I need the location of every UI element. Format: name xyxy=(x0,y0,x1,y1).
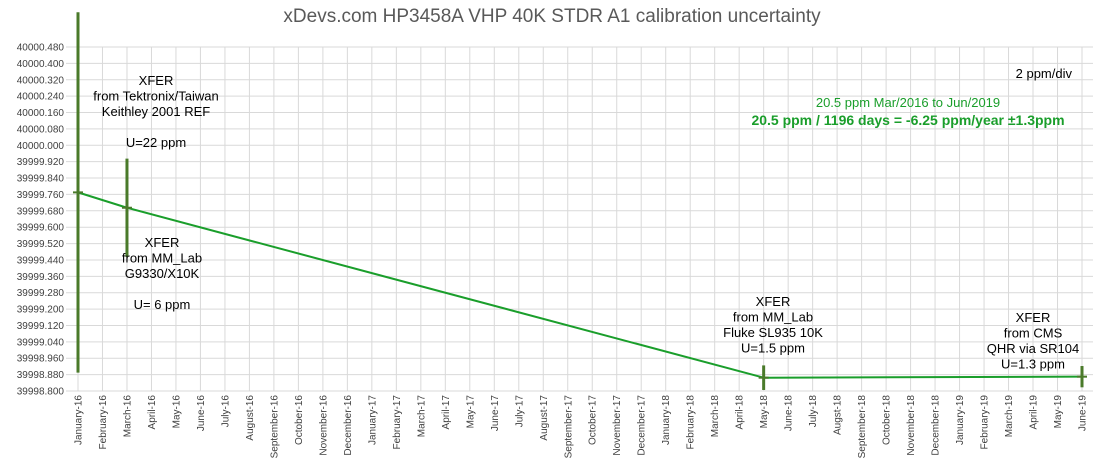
x-tick-label: July-18 xyxy=(808,395,819,428)
x-tick-label: April-19 xyxy=(1029,395,1040,430)
x-tick-label: December-16 xyxy=(343,395,354,456)
y-tick-label: 39999.920 xyxy=(17,157,65,168)
x-tick-label: January-18 xyxy=(661,395,672,445)
x-tick-label: August-16 xyxy=(245,395,256,441)
scale-label: 2 ppm/div xyxy=(1016,66,1073,81)
y-tick-label: 40000.160 xyxy=(17,108,65,119)
y-tick-label: 39998.960 xyxy=(17,354,65,365)
chart-title: xDevs.com HP3458A VHP 40K STDR A1 calibr… xyxy=(283,6,821,27)
y-tick-label: 39999.120 xyxy=(17,321,65,332)
x-tick-label: October-17 xyxy=(588,395,599,445)
x-tick-label: April-16 xyxy=(147,395,158,430)
y-tick-label: 39998.880 xyxy=(17,370,65,381)
y-tick-label: 39999.600 xyxy=(17,223,65,234)
y-tick-label: 39999.360 xyxy=(17,272,65,283)
x-tick-label: February-17 xyxy=(392,395,403,450)
y-tick-label: 39999.680 xyxy=(17,206,65,217)
x-tick-label: November-16 xyxy=(318,395,329,456)
x-tick-label: December-18 xyxy=(931,395,942,456)
x-tick-label: July-16 xyxy=(220,395,231,428)
x-tick-label: Augst-18 xyxy=(833,395,844,435)
x-tick-label: August-17 xyxy=(539,395,550,441)
x-tick-label: June-16 xyxy=(196,395,207,432)
x-tick-label: March-16 xyxy=(122,395,133,438)
x-tick-label: January-16 xyxy=(74,395,85,445)
x-tick-label: January-19 xyxy=(955,395,966,445)
y-tick-label: 39999.440 xyxy=(17,255,65,266)
x-tick-label: March-17 xyxy=(416,395,427,438)
y-tick-label: 40000.240 xyxy=(17,92,65,103)
x-tick-label: March-19 xyxy=(1004,395,1015,438)
x-tick-label: February-16 xyxy=(98,395,109,450)
x-tick-label: May-19 xyxy=(1053,395,1064,429)
y-tick-label: 40000.400 xyxy=(17,59,65,70)
x-tick-label: June-19 xyxy=(1078,395,1089,432)
x-tick-label: November-17 xyxy=(612,395,623,456)
y-tick-label: 39999.200 xyxy=(17,305,65,316)
x-tick-label: May-17 xyxy=(465,395,476,429)
xfer-tektronix-label: XFER from Tektronix/Taiwan Keithley 2001 R… xyxy=(93,73,218,150)
x-tick-label: March-18 xyxy=(710,395,721,438)
x-tick-label: October-16 xyxy=(294,395,305,445)
x-tick-label: April-18 xyxy=(735,395,746,430)
x-tick-label: May-16 xyxy=(171,395,182,429)
x-tick-label: January-17 xyxy=(367,395,378,445)
y-tick-label: 39999.840 xyxy=(17,174,65,185)
x-tick-label: February-19 xyxy=(980,395,991,450)
x-tick-label: October-18 xyxy=(882,395,893,445)
x-tick-label: June-18 xyxy=(784,395,795,432)
y-tick-label: 39998.800 xyxy=(17,387,65,398)
drift-rate-label: 20.5 ppm / 1196 days = -6.25 ppm/year ±1… xyxy=(751,112,1064,128)
xfer-cms-label: XFER from CMS QHR via SR104 U=1.3 ppm xyxy=(987,310,1079,372)
xfer-mmlab-g9330-label: XFER from MM_Lab G9330/X10K U= 6 ppm xyxy=(122,235,202,312)
y-tick-label: 40000.320 xyxy=(17,75,65,86)
y-tick-label: 40000.480 xyxy=(17,43,65,54)
xfer-mmlab-sl935-label: XFER from MM_Lab Fluke SL935 10K U=1.5 ppm xyxy=(723,294,823,356)
y-tick-label: 39999.520 xyxy=(17,239,65,250)
x-tick-label: December-17 xyxy=(637,395,648,456)
drift-summary-label: 20.5 ppm Mar/2016 to Jun/2019 xyxy=(816,95,1000,110)
x-tick-label: September-18 xyxy=(857,395,868,459)
y-tick-label: 39999.040 xyxy=(17,337,65,348)
x-tick-label: May-18 xyxy=(759,395,770,429)
x-tick-label: September-17 xyxy=(563,395,574,459)
y-tick-label: 40000.000 xyxy=(17,141,65,152)
x-tick-label: April-17 xyxy=(441,395,452,430)
x-tick-label: November-18 xyxy=(906,395,917,456)
x-tick-label: July-17 xyxy=(514,395,525,428)
series-line xyxy=(77,191,1083,379)
x-tick-label: September-16 xyxy=(269,395,280,459)
y-tick-label: 40000.080 xyxy=(17,124,65,135)
y-tick-label: 39999.760 xyxy=(17,190,65,201)
x-tick-label: June-17 xyxy=(490,395,501,432)
x-tick-label: February-18 xyxy=(686,395,697,450)
y-tick-label: 39999.280 xyxy=(17,288,65,299)
